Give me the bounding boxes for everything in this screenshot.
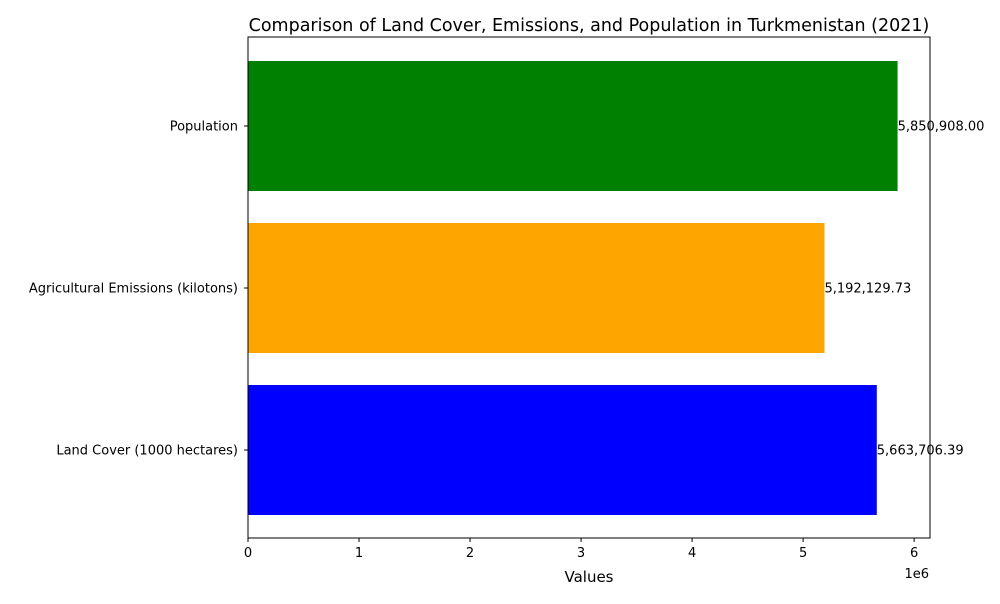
x-tick-label-5: 5 xyxy=(799,546,807,561)
y-tick-label-1: Agricultural Emissions (kilotons) xyxy=(29,282,238,297)
x-tick-label-4: 4 xyxy=(688,546,696,561)
x-tick-label-6: 6 xyxy=(910,546,918,561)
bar-1 xyxy=(248,223,825,353)
x-tick-label-2: 2 xyxy=(466,546,474,561)
y-tick-label-0: Land Cover (1000 hectares) xyxy=(56,444,238,459)
chart-title: Comparison of Land Cover, Emissions, and… xyxy=(249,16,930,36)
x-axis-scale-label: 1e6 xyxy=(904,567,929,582)
bars-layer xyxy=(248,61,898,515)
x-tick-label-0: 0 xyxy=(244,546,252,561)
value-label-0: 5,663,706.39 xyxy=(877,444,964,459)
value-label-2: 5,850,908.00 xyxy=(898,120,985,135)
y-tick-label-2: Population xyxy=(170,120,238,135)
x-tick-label-1: 1 xyxy=(355,546,363,561)
bar-2 xyxy=(248,61,898,191)
x-axis: 0 1 2 3 4 5 6 xyxy=(244,538,918,561)
value-label-1: 5,192,129.73 xyxy=(824,282,911,297)
y-axis: Land Cover (1000 hectares) Agricultural E… xyxy=(29,120,248,459)
bar-0 xyxy=(248,385,877,515)
value-labels-layer: 5,663,706.39 5,192,129.73 5,850,908.00 xyxy=(824,120,984,459)
x-tick-label-3: 3 xyxy=(577,546,585,561)
x-axis-label: Values xyxy=(564,568,613,586)
